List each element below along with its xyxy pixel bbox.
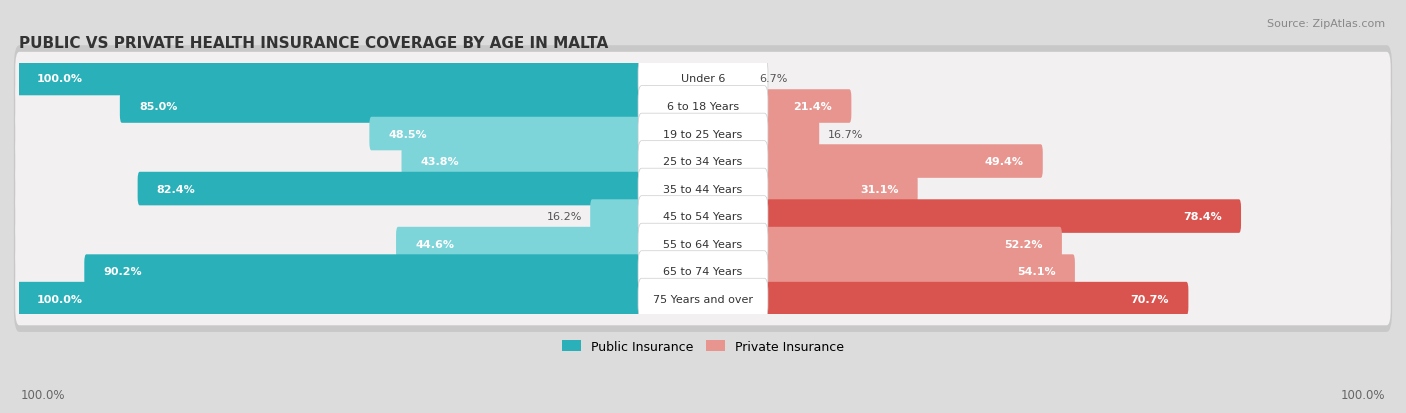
FancyBboxPatch shape: [15, 217, 1391, 271]
FancyBboxPatch shape: [14, 46, 1392, 112]
FancyBboxPatch shape: [702, 145, 1043, 178]
Text: 16.2%: 16.2%: [547, 211, 582, 221]
Text: 21.4%: 21.4%: [793, 102, 832, 112]
FancyBboxPatch shape: [702, 200, 1241, 233]
Text: 16.7%: 16.7%: [827, 129, 863, 139]
FancyBboxPatch shape: [14, 183, 1392, 250]
Text: 25 to 34 Years: 25 to 34 Years: [664, 157, 742, 166]
FancyBboxPatch shape: [15, 162, 1391, 216]
FancyBboxPatch shape: [638, 86, 768, 127]
FancyBboxPatch shape: [14, 156, 1392, 222]
Text: 48.5%: 48.5%: [388, 129, 427, 139]
Text: 82.4%: 82.4%: [157, 184, 195, 194]
Text: 78.4%: 78.4%: [1182, 211, 1222, 221]
FancyBboxPatch shape: [370, 117, 704, 151]
FancyBboxPatch shape: [702, 62, 751, 96]
FancyBboxPatch shape: [638, 196, 768, 237]
Text: 70.7%: 70.7%: [1130, 294, 1170, 304]
Text: 90.2%: 90.2%: [104, 266, 142, 276]
FancyBboxPatch shape: [15, 272, 1391, 325]
FancyBboxPatch shape: [702, 172, 918, 206]
FancyBboxPatch shape: [138, 172, 704, 206]
FancyBboxPatch shape: [702, 90, 852, 123]
Text: 19 to 25 Years: 19 to 25 Years: [664, 129, 742, 139]
Text: Source: ZipAtlas.com: Source: ZipAtlas.com: [1267, 19, 1385, 28]
FancyBboxPatch shape: [638, 169, 768, 209]
Text: 49.4%: 49.4%: [984, 157, 1024, 166]
FancyBboxPatch shape: [14, 266, 1392, 332]
FancyBboxPatch shape: [14, 238, 1392, 305]
Text: 54.1%: 54.1%: [1017, 266, 1056, 276]
Text: 85.0%: 85.0%: [139, 102, 177, 112]
Text: 100.0%: 100.0%: [21, 388, 66, 401]
FancyBboxPatch shape: [702, 282, 1188, 316]
FancyBboxPatch shape: [14, 74, 1392, 140]
Text: 100.0%: 100.0%: [1340, 388, 1385, 401]
FancyBboxPatch shape: [17, 282, 704, 316]
Text: 6 to 18 Years: 6 to 18 Years: [666, 102, 740, 112]
Text: 43.8%: 43.8%: [420, 157, 460, 166]
Text: 55 to 64 Years: 55 to 64 Years: [664, 239, 742, 249]
Text: 100.0%: 100.0%: [37, 74, 83, 84]
FancyBboxPatch shape: [14, 211, 1392, 277]
FancyBboxPatch shape: [396, 227, 704, 261]
FancyBboxPatch shape: [702, 255, 1076, 288]
Text: 6.7%: 6.7%: [759, 74, 787, 84]
FancyBboxPatch shape: [638, 141, 768, 182]
FancyBboxPatch shape: [638, 59, 768, 100]
Text: 75 Years and over: 75 Years and over: [652, 294, 754, 304]
FancyBboxPatch shape: [591, 200, 704, 233]
Text: PUBLIC VS PRIVATE HEALTH INSURANCE COVERAGE BY AGE IN MALTA: PUBLIC VS PRIVATE HEALTH INSURANCE COVER…: [20, 36, 609, 50]
Text: 44.6%: 44.6%: [415, 239, 454, 249]
Legend: Public Insurance, Private Insurance: Public Insurance, Private Insurance: [562, 340, 844, 353]
FancyBboxPatch shape: [15, 190, 1391, 243]
Text: 100.0%: 100.0%: [37, 294, 83, 304]
FancyBboxPatch shape: [14, 101, 1392, 167]
FancyBboxPatch shape: [15, 53, 1391, 106]
Text: 31.1%: 31.1%: [860, 184, 898, 194]
FancyBboxPatch shape: [15, 245, 1391, 298]
FancyBboxPatch shape: [15, 135, 1391, 188]
Text: 65 to 74 Years: 65 to 74 Years: [664, 266, 742, 276]
FancyBboxPatch shape: [120, 90, 704, 123]
FancyBboxPatch shape: [702, 117, 820, 151]
FancyBboxPatch shape: [15, 107, 1391, 161]
FancyBboxPatch shape: [638, 279, 768, 319]
FancyBboxPatch shape: [84, 255, 704, 288]
FancyBboxPatch shape: [14, 128, 1392, 195]
Text: 45 to 54 Years: 45 to 54 Years: [664, 211, 742, 221]
FancyBboxPatch shape: [638, 224, 768, 264]
Text: Under 6: Under 6: [681, 74, 725, 84]
Text: 52.2%: 52.2%: [1004, 239, 1043, 249]
FancyBboxPatch shape: [638, 114, 768, 154]
FancyBboxPatch shape: [402, 145, 704, 178]
FancyBboxPatch shape: [702, 227, 1062, 261]
FancyBboxPatch shape: [17, 62, 704, 96]
FancyBboxPatch shape: [638, 251, 768, 292]
FancyBboxPatch shape: [15, 80, 1391, 133]
Text: 35 to 44 Years: 35 to 44 Years: [664, 184, 742, 194]
